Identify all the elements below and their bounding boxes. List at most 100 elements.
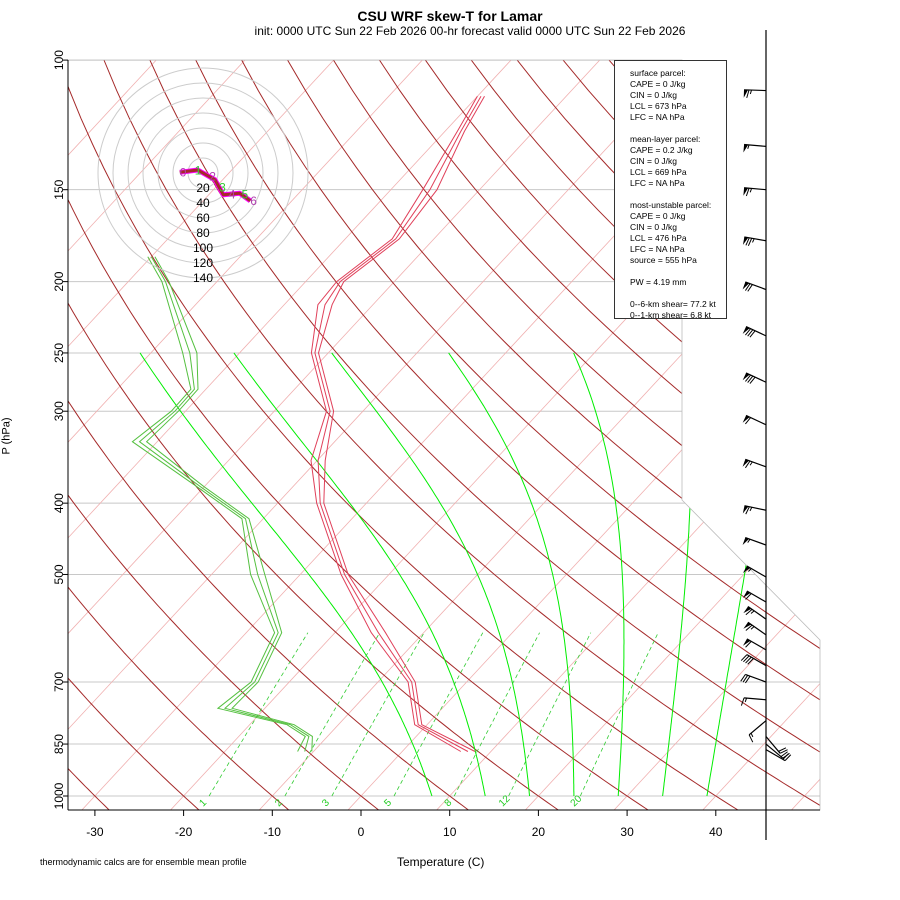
wind-barb bbox=[743, 621, 767, 636]
hodograph-height-label: 3 bbox=[219, 180, 226, 194]
info-line: LCL = 673 hPa bbox=[630, 101, 687, 111]
wind-barb bbox=[742, 590, 767, 603]
mixing-ratio-line bbox=[579, 632, 659, 797]
hodograph-ring-label: 100 bbox=[193, 241, 213, 255]
isotherm bbox=[68, 60, 334, 810]
info-line: CIN = 0 J/kg bbox=[630, 222, 678, 232]
x-axis-label: Temperature (C) bbox=[397, 855, 485, 869]
wind-barb bbox=[748, 720, 767, 743]
info-line: LFC = NA hPa bbox=[630, 112, 685, 122]
wind-barb bbox=[765, 736, 788, 754]
wind-barb bbox=[742, 326, 767, 338]
x-tick-label: -10 bbox=[264, 825, 282, 839]
mixing-ratio-label: 3 bbox=[320, 797, 332, 809]
p-tick-label: 400 bbox=[52, 493, 66, 513]
wind-barb bbox=[765, 749, 792, 762]
dry-adiabat bbox=[700, 60, 820, 810]
dewpoint-profile-member bbox=[131, 256, 306, 752]
dry-adiabat bbox=[746, 60, 820, 810]
hodograph-ring bbox=[142, 112, 264, 234]
info-line: LCL = 669 hPa bbox=[630, 167, 687, 177]
mixing-ratio-line bbox=[331, 632, 425, 797]
wind-barb bbox=[743, 606, 767, 620]
wind-barb bbox=[742, 536, 767, 546]
p-tick-label: 250 bbox=[52, 343, 66, 363]
dry-adiabat bbox=[287, 60, 820, 810]
wind-barb bbox=[740, 654, 767, 667]
info-line: mean-layer parcel: bbox=[630, 134, 701, 144]
wind-barb bbox=[742, 281, 767, 292]
x-tick-label: 30 bbox=[620, 825, 634, 839]
hodograph-ring-label: 40 bbox=[196, 196, 210, 210]
p-tick-label: 150 bbox=[52, 179, 66, 199]
moist-adiabat bbox=[139, 352, 433, 797]
dry-adiabat bbox=[149, 60, 820, 810]
dry-adiabat bbox=[379, 60, 820, 810]
info-shear-1km: 0--1-km shear= 6.8 kt bbox=[630, 310, 712, 320]
hodograph-height-label: 4 bbox=[229, 187, 236, 201]
isotherm bbox=[68, 60, 512, 810]
wind-barb bbox=[742, 458, 767, 469]
wind-barb bbox=[740, 673, 767, 684]
dry-adiabat bbox=[103, 60, 820, 810]
temperature-profile-member bbox=[310, 96, 478, 752]
hodograph-ring bbox=[157, 127, 249, 219]
info-line: CIN = 0 J/kg bbox=[630, 90, 678, 100]
mixing-ratio-label: 1 bbox=[197, 797, 209, 809]
dry-adiabat bbox=[792, 60, 820, 810]
hodograph-ring-label: 80 bbox=[196, 226, 210, 240]
hodograph-ring-label: 20 bbox=[196, 181, 210, 195]
wind-barb bbox=[743, 187, 767, 197]
hodograph-ring bbox=[112, 82, 294, 264]
info-line: most-unstable parcel: bbox=[630, 200, 712, 210]
hodograph-height-label: 2 bbox=[209, 170, 216, 184]
dry-adiabat bbox=[885, 60, 900, 812]
dewpoint-profile bbox=[138, 256, 310, 752]
hodograph-ring-label: 60 bbox=[196, 211, 210, 225]
isotherm bbox=[523, 60, 820, 810]
wind-barb bbox=[742, 565, 767, 578]
hodograph-ring bbox=[172, 142, 234, 204]
footnote: thermodynamic calcs are for ensemble mea… bbox=[40, 857, 247, 867]
p-tick-label: 850 bbox=[52, 734, 66, 754]
wind-barb bbox=[743, 89, 767, 99]
isotherm bbox=[612, 60, 820, 810]
isotherm bbox=[68, 60, 600, 810]
mixing-ratio-label: 5 bbox=[382, 797, 394, 809]
info-line: surface parcel: bbox=[630, 68, 686, 78]
moist-adiabat bbox=[233, 352, 486, 797]
info-line: LFC = NA hPa bbox=[630, 244, 685, 254]
wind-barb bbox=[742, 638, 767, 651]
dry-adiabat bbox=[839, 60, 900, 812]
info-shear-6km: 0--6-km shear= 77.2 kt bbox=[630, 299, 716, 309]
isotherm bbox=[68, 60, 157, 810]
dry-adiabat bbox=[241, 60, 820, 810]
p-tick-label: 700 bbox=[52, 672, 66, 692]
mixing-ratio-line bbox=[508, 632, 592, 797]
x-tick-label: -20 bbox=[175, 825, 193, 839]
dry-adiabat bbox=[68, 60, 561, 810]
chart-title: CSU WRF skew-T for Lamar bbox=[357, 8, 543, 24]
mixing-ratio-line bbox=[453, 632, 540, 797]
temperature-profile-member bbox=[317, 96, 485, 752]
moist-adiabat bbox=[331, 352, 530, 797]
isotherm bbox=[257, 60, 820, 810]
info-line: LCL = 476 hPa bbox=[630, 233, 687, 243]
wind-barb bbox=[740, 697, 767, 706]
hodograph-ring bbox=[127, 97, 279, 249]
x-tick-label: -30 bbox=[86, 825, 104, 839]
info-pw: PW = 4.19 mm bbox=[630, 277, 687, 287]
mixing-ratio-line bbox=[284, 632, 381, 797]
wind-barb bbox=[742, 372, 767, 384]
hodograph-height-label: 1 bbox=[195, 163, 202, 177]
info-line: CAPE = 0 J/kg bbox=[630, 211, 686, 221]
dry-adiabat bbox=[68, 60, 291, 810]
info-line: CAPE = 0 J/kg bbox=[630, 79, 686, 89]
dry-adiabat bbox=[68, 60, 471, 810]
plot-area bbox=[68, 60, 900, 812]
p-tick-label: 200 bbox=[52, 271, 66, 291]
x-tick-label: 20 bbox=[532, 825, 546, 839]
isotherm bbox=[789, 60, 820, 810]
